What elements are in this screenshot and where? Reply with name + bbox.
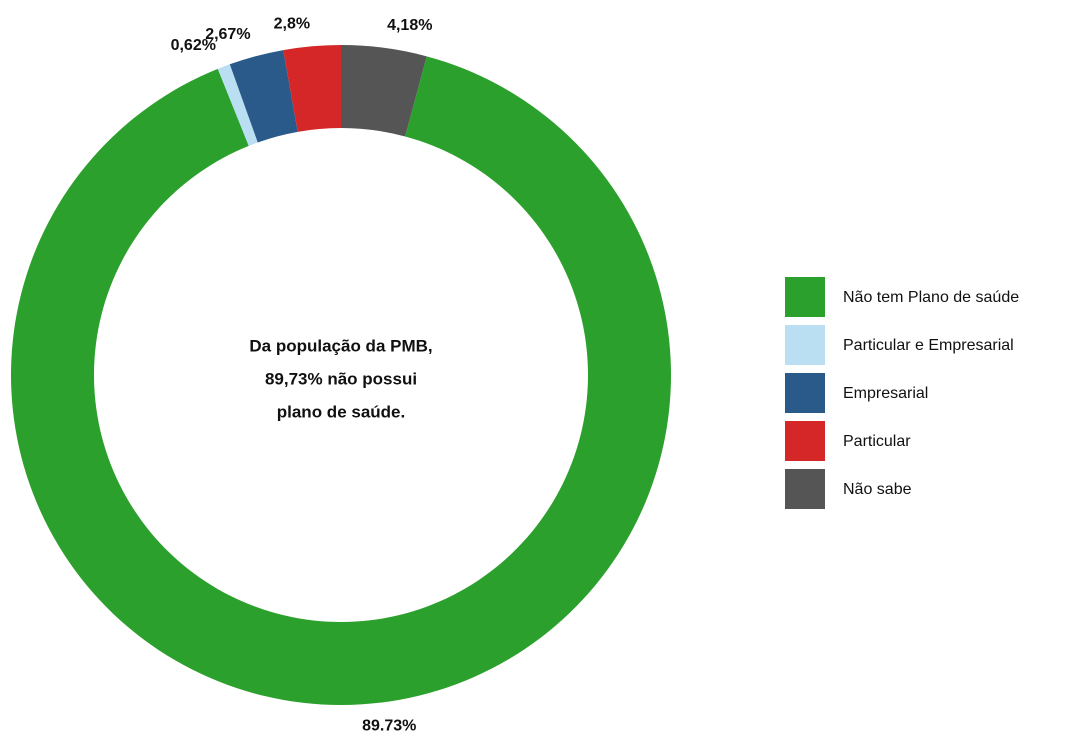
- legend-swatch: [785, 277, 825, 317]
- value-label: 0,62%: [171, 37, 216, 54]
- legend-label: Empresarial: [843, 385, 928, 402]
- legend-swatch: [785, 373, 825, 413]
- donut-slice: [341, 45, 427, 137]
- legend-swatch: [785, 325, 825, 365]
- center-text: 89,73% não possui: [265, 369, 417, 388]
- center-text: Da população da PMB,: [249, 336, 432, 355]
- value-label: 2,67%: [205, 26, 250, 43]
- value-label: 4,18%: [387, 17, 432, 34]
- donut-slice: [217, 64, 258, 146]
- value-label: 2,8%: [274, 16, 310, 33]
- legend-label: Não sabe: [843, 481, 912, 498]
- value-label: 89.73%: [362, 718, 416, 735]
- donut-slice: [229, 50, 298, 143]
- legend-label: Particular: [843, 433, 911, 450]
- legend-label: Não tem Plano de saúde: [843, 289, 1019, 306]
- center-text: plano de saúde.: [277, 402, 405, 421]
- donut-slice: [283, 45, 341, 132]
- legend-label: Particular e Empresarial: [843, 337, 1014, 354]
- legend-swatch: [785, 469, 825, 509]
- legend-swatch: [785, 421, 825, 461]
